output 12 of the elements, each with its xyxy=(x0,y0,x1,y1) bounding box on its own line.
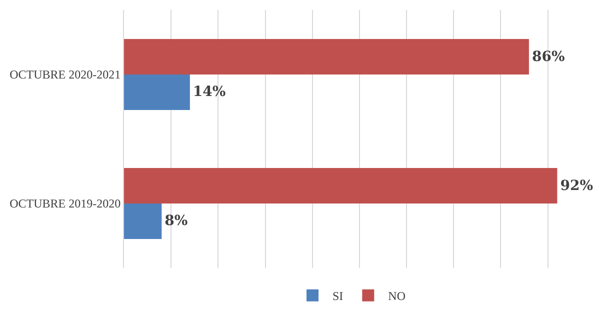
data-label: 86% xyxy=(532,48,565,65)
y-tick-label: OCTUBRE 2020-2021 xyxy=(10,68,121,82)
bar xyxy=(124,168,558,204)
data-label: 8% xyxy=(164,213,188,230)
bar xyxy=(124,204,162,239)
bar xyxy=(124,39,529,74)
bar xyxy=(124,74,190,110)
y-tick-label: OCTUBRE 2019-2020 xyxy=(10,196,121,211)
legend-label: SI xyxy=(332,289,344,304)
data-label: 14% xyxy=(192,84,226,100)
legend-label: NO xyxy=(388,289,406,304)
data-label: 92% xyxy=(560,178,593,194)
